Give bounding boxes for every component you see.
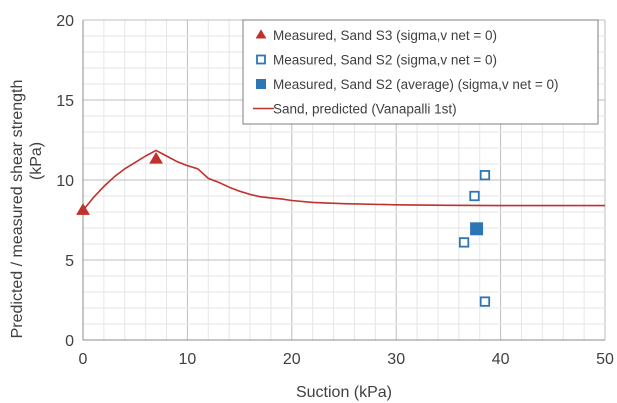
data-point-square-open [469,190,480,202]
x-tick-label: 10 [179,351,197,368]
y-tick-label: 20 [56,13,74,30]
y-tick-label: 10 [56,173,74,190]
plot-area [76,149,605,307]
data-point-square-filled [470,222,484,236]
y-axis-title-line1: Predicted / measured shear strength [9,80,26,339]
x-tick-label: 40 [492,351,510,368]
data-point-square-open [458,237,470,248]
x-axis-title: Suction (kPa) [296,384,392,401]
legend-box [242,19,599,125]
data-point-triangle [149,151,164,164]
legend-label: Measured, Sand S2 (sigma,v net = 0) [273,53,497,68]
y-axis-title-line2: (kPa) [28,142,45,180]
data-point-square-open [479,296,491,307]
series-line-predicted [82,149,605,211]
y-tick-label: 5 [65,253,74,270]
legend-label: Measured, Sand S3 (sigma,v net = 0) [273,28,497,43]
legend-label: Sand, predicted (Vanapalli 1st) [273,102,457,117]
x-tick-label: 0 [79,351,88,368]
y-tick-label: 15 [56,93,74,110]
tick-labels: 0 10 20 30 40 50 0 5 10 15 20 [56,13,614,368]
y-tick-label: 0 [65,333,74,350]
data-point-triangle [76,203,90,215]
data-point-square-open [479,170,491,181]
x-tick-label: 50 [596,351,614,368]
legend: Measured, Sand S3 (sigma,v net = 0) Measu… [242,19,599,125]
y-axis-title: Predicted / measured shear strength (kPa… [9,80,45,339]
x-tick-label: 20 [283,351,301,368]
legend-key-square-open [256,54,266,65]
legend-label: Measured, Sand S2 (average) (sigma,v net… [273,77,559,92]
axes [82,20,605,341]
legend-key-square-filled [256,79,266,89]
x-tick-label: 30 [387,351,405,368]
legend-key-triangle [255,29,267,39]
